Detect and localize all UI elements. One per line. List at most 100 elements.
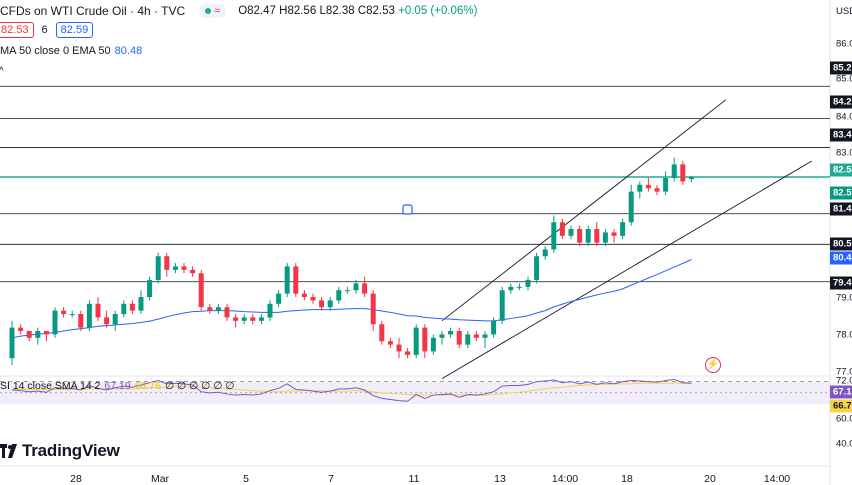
- candle-body: [69, 314, 75, 316]
- candle-body: [293, 266, 299, 294]
- market-open-icon: [205, 8, 212, 14]
- time-axis-label: Mar: [150, 473, 170, 485]
- ema-legend[interactable]: MA 50 close 0 EMA 50 80.48: [0, 45, 142, 57]
- time-axis-label: 14:00: [763, 473, 791, 485]
- candle-body: [112, 314, 118, 325]
- candle-body: [258, 317, 264, 321]
- candle-body: [585, 229, 591, 243]
- time-axis-label: 11: [408, 473, 420, 485]
- candle-body: [413, 327, 419, 355]
- candle-body: [430, 337, 436, 352]
- symbol-title[interactable]: CFDs on WTI Crude Oil · 4h · TVC: [0, 4, 186, 18]
- time-axis-label: 7: [328, 473, 334, 485]
- lightning-icon[interactable]: ⚡: [705, 357, 721, 373]
- candle-body: [663, 178, 669, 192]
- candle-body: [147, 280, 153, 298]
- candle-body: [387, 341, 393, 345]
- candle-body: [353, 283, 359, 291]
- candle-body: [542, 249, 548, 257]
- candle-body: [198, 273, 204, 308]
- collapse-legend-icon[interactable]: ^: [0, 66, 4, 77]
- ema-value: 80.48: [114, 45, 143, 57]
- candle-body: [172, 266, 178, 270]
- rsi-sma-line: [12, 382, 692, 397]
- candle-body: [671, 164, 677, 179]
- price-axis-label: 85.0: [836, 73, 852, 85]
- price-axis-label: 83.0: [836, 147, 852, 159]
- candle-body: [654, 188, 660, 192]
- candle-body: [448, 331, 454, 335]
- trade-buttons: 82.53 6 82.59: [0, 22, 94, 38]
- wave-icon: ≈: [214, 5, 221, 17]
- candle-body: [138, 297, 144, 311]
- spread-value: 6: [41, 24, 48, 36]
- candle-body: [121, 303, 127, 315]
- rsi-label: SI 14 close SMA 14 2: [0, 380, 101, 392]
- price-tag: 80.4: [830, 251, 852, 265]
- price-tag: 67.1: [830, 385, 852, 399]
- price-tag: 80.5: [830, 237, 852, 251]
- candle-body: [499, 290, 505, 321]
- market-status-pill[interactable]: ≈: [199, 4, 227, 18]
- candle-body: [43, 331, 49, 335]
- price-tag: 82.5: [830, 163, 852, 177]
- ema-line: [11, 259, 692, 339]
- candle-body: [577, 229, 583, 243]
- candle-body: [241, 317, 247, 321]
- channel-lower-line: [441, 160, 813, 380]
- time-axis-label: 20: [704, 473, 716, 485]
- candle-body: [9, 327, 15, 359]
- candle-body: [637, 184, 643, 192]
- candle-body: [525, 280, 531, 287]
- candle-body: [301, 293, 307, 298]
- price-tag: 83.4: [830, 128, 852, 142]
- price-tag: 81.4: [830, 202, 852, 216]
- candle-body: [319, 300, 325, 308]
- price-axis-label: 60.0: [836, 413, 852, 425]
- candle-body: [344, 290, 350, 292]
- candle-body: [491, 320, 497, 335]
- price-tag: 66.7: [830, 399, 852, 413]
- candle-body: [233, 317, 239, 321]
- time-axis-label: 28: [70, 473, 82, 485]
- candle-body: [456, 331, 462, 345]
- candle-body: [250, 317, 256, 321]
- currency-label[interactable]: USD: [836, 6, 852, 17]
- candle-body: [86, 303, 92, 328]
- candle-body: [276, 293, 282, 304]
- candle-body: [405, 351, 411, 355]
- price-axis-label: 77.0: [836, 366, 852, 378]
- rsi-line: [11, 378, 692, 402]
- candle-body: [336, 290, 342, 301]
- candle-body: [594, 229, 600, 243]
- price-tag: 79.4: [830, 276, 852, 290]
- price-tag: 85.2: [830, 61, 852, 75]
- candle-body: [473, 334, 479, 338]
- candle-body: [52, 310, 58, 335]
- drawing-handle[interactable]: [402, 204, 413, 215]
- tradingview-logo-icon: [0, 444, 17, 458]
- price-tag: 82.5: [830, 186, 852, 200]
- time-axis-label: 13: [494, 473, 506, 485]
- candle-body: [508, 286, 514, 291]
- candle-body: [129, 303, 135, 311]
- candle-body: [18, 327, 24, 332]
- candle-body: [465, 334, 471, 345]
- candle-body: [551, 222, 557, 250]
- rsi-legend[interactable]: SI 14 close SMA 14 2 67.19 66.76 ∅ ∅ ∅ ∅…: [0, 380, 234, 392]
- candle-body: [224, 307, 230, 318]
- candle-body: [628, 191, 634, 223]
- sell-button[interactable]: 82.53: [0, 22, 34, 38]
- candle-body: [78, 314, 84, 328]
- tradingview-logo[interactable]: TradingView: [0, 441, 120, 461]
- buy-button[interactable]: 82.59: [55, 22, 94, 38]
- candle-body: [104, 317, 110, 325]
- candle-body: [95, 303, 101, 318]
- candle-body: [61, 310, 67, 315]
- candle-body: [482, 334, 488, 338]
- candle-body: [559, 222, 565, 236]
- price-axis-label: 40.0: [836, 438, 852, 450]
- candle-body: [396, 344, 402, 352]
- candle-body: [602, 232, 608, 243]
